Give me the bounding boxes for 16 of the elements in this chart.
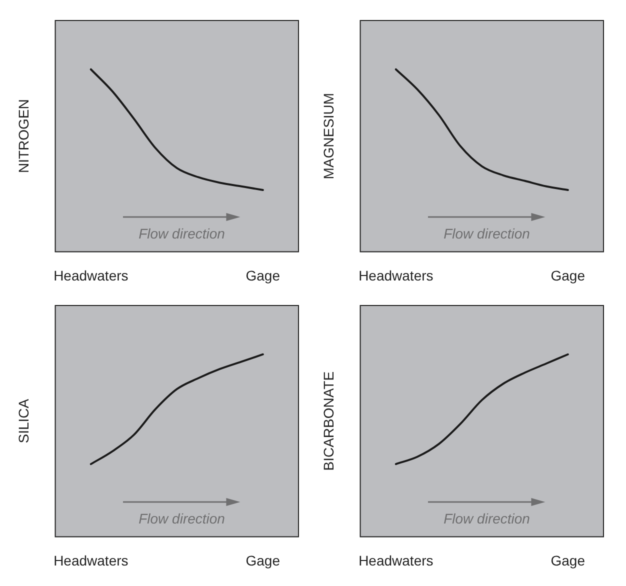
x-tick-label: Gage — [246, 267, 280, 284]
annotation: Flow direction — [444, 510, 530, 527]
x-tick-label: Headwaters — [54, 267, 128, 284]
annotation: Flow direction — [138, 226, 226, 242]
y-axis-title: BICARBONATE — [320, 371, 336, 471]
y-axis-title: NITROGEN — [15, 99, 32, 174]
x-tick-label: Headwaters — [358, 267, 434, 284]
annotation: Flow direction — [444, 226, 530, 242]
x-tick-label: Gage — [550, 267, 586, 284]
x-tick-label: Headwaters — [54, 552, 128, 568]
annotation: Flow direction — [138, 510, 226, 527]
x-tick-label: Headwaters — [358, 552, 434, 568]
x-tick-label: Gage — [246, 552, 280, 568]
y-axis-title: SILICA — [15, 398, 32, 444]
y-axis-title: MAGNESIUM — [320, 92, 336, 180]
x-tick-label: Gage — [550, 552, 586, 568]
